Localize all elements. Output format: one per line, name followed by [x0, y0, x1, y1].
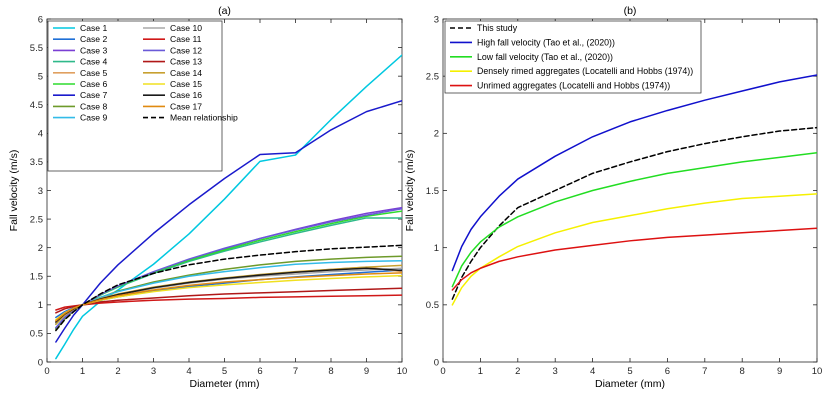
y-tick-label: 1 — [38, 300, 43, 311]
series-line-18 — [55, 244, 402, 332]
x-tick-label: 2 — [515, 366, 520, 377]
y-tick-label: 3 — [38, 186, 43, 197]
chart-panel-1: 0 1 2 3 4 5 6 7 8 9 10 0 0.5 1 1.5 2 2.5 3 3.5 4 4.5 5 5.5 6 (a)… — [8, 5, 407, 390]
series-line-1 — [451, 126, 817, 300]
legend-label: Case 9 — [80, 113, 107, 123]
y-axis-label: Fall velocity (m/s) — [8, 150, 20, 232]
x-tick-label: 5 — [222, 366, 227, 377]
x-tick-label: 0 — [44, 366, 49, 377]
series-line-17 — [55, 272, 402, 322]
legend-label: High fall velocity (Tao et al., (2020)) — [477, 37, 615, 47]
x-tick-label: 10 — [397, 366, 408, 377]
series-line-5 — [451, 227, 817, 291]
legend-label: Case 2 — [80, 34, 107, 44]
y-tick-label: 2.5 — [426, 71, 439, 82]
legend-label: Case 1 — [80, 23, 107, 33]
x-tick-label: 7 — [293, 366, 298, 377]
series-line-4 — [451, 193, 817, 306]
x-tick-label: 9 — [364, 366, 369, 377]
x-tick-label: 3 — [151, 366, 156, 377]
y-axis-label: Fall velocity (m/s) — [404, 150, 416, 232]
legend-label: Case 15 — [170, 79, 202, 89]
series-group — [55, 54, 402, 360]
y-tick-label: 6 — [38, 14, 43, 25]
legend: This study High fall velocity (Tao et al.… — [444, 20, 702, 94]
x-tick-label: 5 — [627, 366, 632, 377]
legend-label: Case 5 — [80, 68, 107, 78]
y-tick-label: 0.5 — [30, 329, 43, 340]
series-line-2 — [451, 74, 817, 272]
y-tick-label: 1.5 — [30, 272, 43, 283]
legend-label: Unrimed aggregates (Locatelli and Hobbs … — [477, 81, 670, 91]
legend-label: Case 8 — [80, 101, 107, 111]
y-tick-label: 0 — [434, 357, 439, 368]
x-axis-label: Diameter (mm) — [595, 378, 665, 390]
x-tick-label: 4 — [590, 366, 595, 377]
series-line-3 — [451, 152, 817, 288]
y-tick-label: 5.5 — [30, 43, 43, 54]
y-tick-label: 4 — [38, 129, 43, 140]
chart-title: (b) — [624, 5, 637, 17]
y-tick-label: 4.5 — [30, 100, 43, 111]
x-tick-label: 4 — [186, 366, 191, 377]
legend-label: This study — [477, 23, 518, 33]
series-line-1 — [55, 54, 402, 360]
legend-label: Densely rimed aggregates (Locatelli and … — [477, 66, 693, 76]
y-tick-label: 1 — [434, 243, 439, 254]
series-line-13 — [55, 287, 402, 314]
series-group — [451, 74, 817, 306]
y-tick-label: 2.5 — [30, 214, 43, 225]
legend-label: Case 17 — [170, 101, 202, 111]
y-tick-label: 2 — [38, 243, 43, 254]
y-tick-label: 3.5 — [30, 157, 43, 168]
x-tick-label: 2 — [115, 366, 120, 377]
x-tick-label: 0 — [440, 366, 445, 377]
y-tick-label: 2 — [434, 129, 439, 140]
legend-label: Case 12 — [170, 45, 202, 55]
x-tick-label: 6 — [257, 366, 262, 377]
y-tick-label: 3 — [434, 14, 439, 25]
legend-label: Case 13 — [170, 57, 202, 67]
chart-title: (a) — [218, 5, 231, 17]
legend-box — [444, 20, 702, 94]
legend-label: Case 14 — [170, 68, 202, 78]
legend-label: Case 10 — [170, 23, 202, 33]
legend-label: Case 7 — [80, 90, 107, 100]
legend-label: Case 16 — [170, 90, 202, 100]
y-tick-label: 5 — [38, 71, 43, 82]
x-tick-label: 9 — [777, 366, 782, 377]
x-tick-label: 6 — [665, 366, 670, 377]
legend-label: Low fall velocity (Tao et al., (2020)) — [477, 52, 613, 62]
x-tick-label: 10 — [812, 366, 823, 377]
legend-label: Case 11 — [170, 34, 202, 44]
y-tick-label: 0.5 — [426, 300, 439, 311]
x-tick-label: 1 — [80, 366, 85, 377]
x-tick-label: 8 — [328, 366, 333, 377]
legend-label: Case 3 — [80, 45, 107, 55]
x-tick-label: 8 — [740, 366, 745, 377]
y-tick-label: 0 — [38, 357, 43, 368]
legend-box — [47, 20, 223, 172]
legend-label: Case 6 — [80, 79, 107, 89]
legend-label: Case 4 — [80, 57, 107, 67]
series-line-7 — [55, 100, 402, 343]
x-tick-label: 7 — [702, 366, 707, 377]
legend-label: Mean relationship — [170, 113, 238, 123]
x-tick-label: 3 — [553, 366, 558, 377]
chart-panel-2: 0 1 2 3 4 5 6 7 8 9 10 0 0.5 1 1.5 2 2.5 3 (b) Diameter (mm… — [404, 5, 822, 390]
y-tick-label: 1.5 — [426, 186, 439, 197]
x-axis-label: Diameter (mm) — [190, 378, 260, 390]
x-tick-label: 1 — [478, 366, 483, 377]
